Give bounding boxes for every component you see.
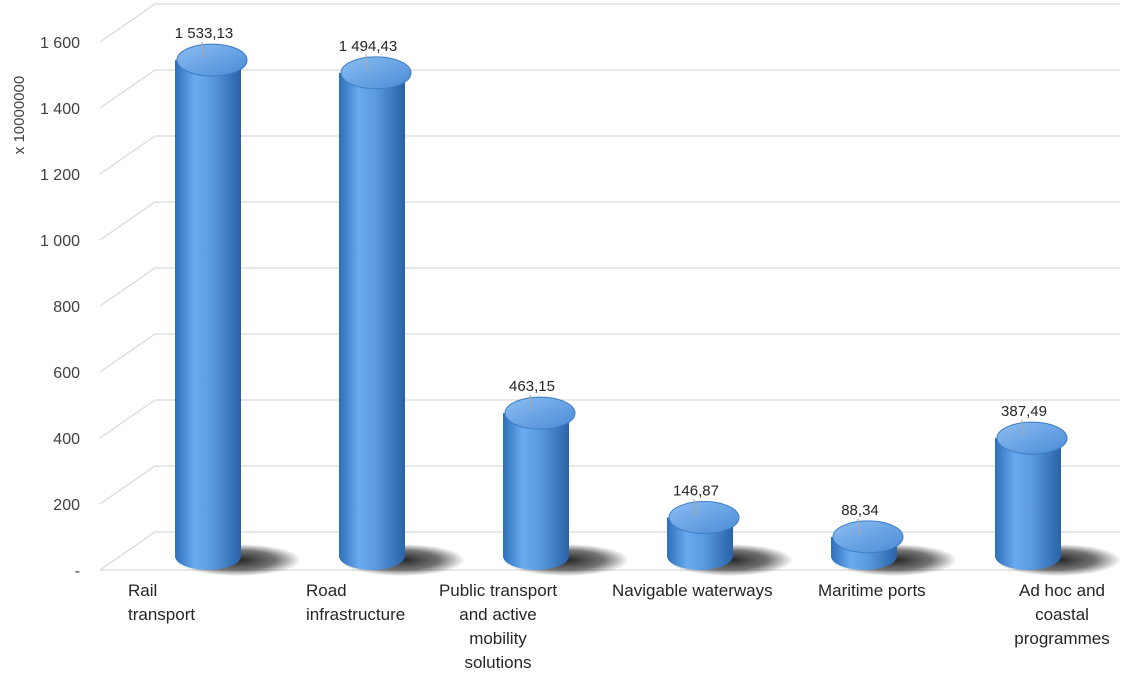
data-label-leader bbox=[1021, 420, 1025, 437]
data-label-leader bbox=[529, 395, 533, 412]
data-label-leader bbox=[693, 499, 697, 516]
y-tick-label: 1 400 bbox=[40, 101, 80, 118]
bar-top bbox=[176, 43, 248, 77]
gridline bbox=[99, 135, 1120, 175]
bar-top bbox=[340, 56, 412, 90]
bar bbox=[995, 421, 1068, 570]
gridline bbox=[99, 531, 1120, 571]
bar-top bbox=[504, 396, 576, 430]
y-tick-label: 400 bbox=[53, 431, 80, 448]
bar bbox=[667, 501, 740, 570]
bar-shadows bbox=[175, 544, 1121, 576]
gridlines bbox=[99, 3, 1120, 571]
bar bbox=[503, 396, 576, 570]
gridline bbox=[99, 201, 1120, 241]
labels: 1 533,13 Rail transport 1 494,43 Road infrast… bbox=[128, 25, 1110, 672]
bar-body bbox=[339, 72, 405, 570]
data-label-leader bbox=[201, 41, 205, 59]
bars bbox=[175, 43, 1068, 570]
x-tick-label: Maritime ports bbox=[818, 581, 926, 600]
y-axis-title: x 10000000 bbox=[11, 76, 28, 154]
gridline bbox=[99, 399, 1120, 439]
gridline bbox=[99, 465, 1120, 505]
y-tick-label: 600 bbox=[53, 365, 80, 382]
y-tick-label: 1 600 bbox=[40, 35, 80, 52]
bar-body bbox=[175, 60, 241, 570]
bar-top bbox=[668, 501, 740, 535]
bar-top bbox=[996, 421, 1068, 455]
x-tick-label: Road infrastructure bbox=[306, 581, 405, 624]
x-tick-label: Rail transport bbox=[128, 581, 195, 624]
data-label: 463,15 bbox=[509, 378, 555, 395]
gridline bbox=[99, 69, 1120, 109]
gridline bbox=[99, 333, 1120, 373]
gridline bbox=[99, 3, 1120, 43]
bar-body bbox=[995, 438, 1061, 570]
y-tick-label: - bbox=[75, 563, 80, 580]
bar bbox=[831, 520, 904, 570]
data-label-leader bbox=[365, 54, 369, 71]
gridline bbox=[99, 267, 1120, 307]
bar bbox=[175, 43, 248, 570]
y-tick-label: 200 bbox=[53, 497, 80, 514]
y-tick-label: 1 000 bbox=[40, 233, 80, 250]
data-label-leader bbox=[857, 518, 861, 535]
data-label: 146,87 bbox=[673, 483, 719, 500]
x-tick-label: Navigable waterways bbox=[612, 581, 773, 600]
bar-top bbox=[832, 520, 904, 554]
data-label: 387,49 bbox=[1001, 403, 1047, 420]
data-label: 88,34 bbox=[841, 502, 879, 519]
x-tick-label: Public transport and active mobility soluti… bbox=[439, 581, 557, 672]
y-tick-label: 1 200 bbox=[40, 167, 80, 184]
data-label: 1 494,43 bbox=[339, 38, 397, 55]
data-label: 1 533,13 bbox=[175, 25, 233, 42]
y-tick-label: 800 bbox=[53, 299, 80, 316]
x-tick-label: Ad hoc and coastal programmes bbox=[1014, 581, 1109, 648]
bar bbox=[339, 56, 412, 570]
bar-body bbox=[503, 413, 569, 570]
